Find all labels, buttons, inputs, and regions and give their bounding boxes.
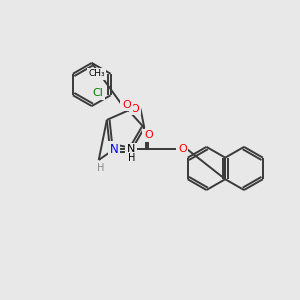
Text: Cl: Cl [93,88,104,98]
Text: H: H [97,163,104,173]
Text: O: O [130,104,139,114]
Text: H: H [128,153,135,164]
Text: O: O [178,144,187,154]
Text: CH₃: CH₃ [88,69,105,78]
Text: O: O [122,100,131,110]
Text: N: N [110,143,118,156]
Text: O: O [144,130,153,140]
Text: N: N [127,144,136,154]
